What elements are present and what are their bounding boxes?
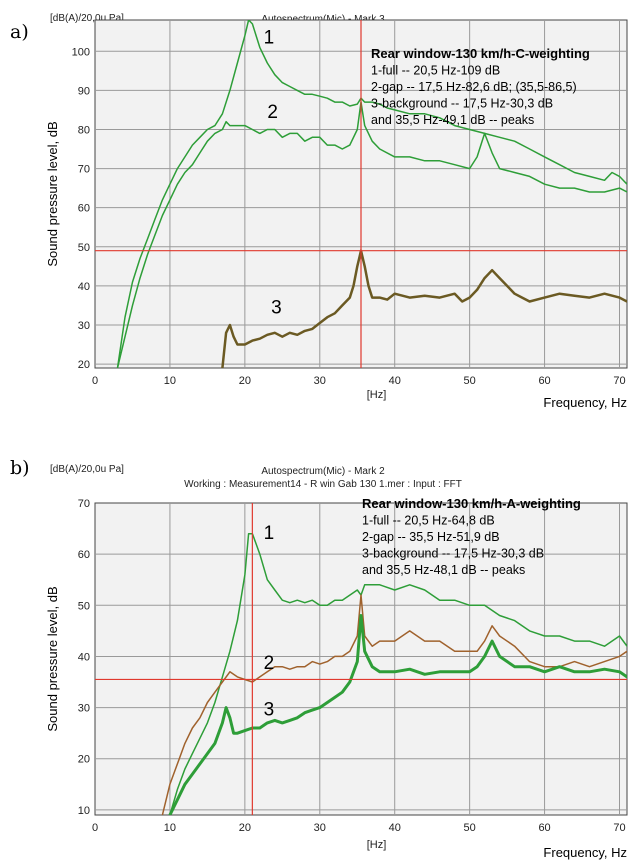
annotation-line: 2-gap -- 17,5 Hz-82,6 dB; (35,5-86,5) (371, 80, 577, 94)
x-tick-label: 20 (239, 822, 251, 834)
x-tick-label: 10 (164, 375, 176, 387)
panel-label: a) (10, 21, 29, 43)
chart-subtitle: Working : Measurement14 - R win Gab 130 … (184, 479, 462, 490)
y-tick-label: 100 (72, 46, 90, 58)
x-tick-label: 50 (464, 822, 476, 834)
x-unit-label: [Hz] (367, 839, 387, 851)
y-tick-label: 90 (78, 85, 90, 97)
curve-number-label: 2 (264, 653, 275, 674)
chart-panel-a: a)[dB(A)/20,0u Pa]Autospectrum(Mic) - Ma… (10, 13, 628, 410)
annotation-line: 3-background -- 17,5 Hz-30,3 dB (362, 547, 544, 561)
grid-lines (95, 503, 627, 815)
x-tick-label: 70 (613, 822, 625, 834)
x-tick-label: 70 (613, 375, 625, 387)
x-tick-label: 0 (92, 375, 98, 387)
y-tick-label: 40 (78, 281, 90, 293)
annotation-line: and 35,5 Hz-48,1 dB -- peaks (362, 563, 525, 577)
x-tick-label: 30 (314, 822, 326, 834)
y-tick-label: 30 (78, 320, 90, 332)
x-tick-label: 10 (164, 822, 176, 834)
chart-title: Autospectrum(Mic) - Mark 2 (261, 466, 385, 477)
x-tick-label: 0 (92, 822, 98, 834)
y-tick-label: 40 (78, 651, 90, 663)
y-tick-label: 10 (78, 805, 90, 817)
x-axis-label: Frequency, Hz (543, 845, 627, 860)
x-tick-label: 50 (464, 375, 476, 387)
y-tick-label: 30 (78, 703, 90, 715)
curve-number-label: 3 (271, 297, 282, 318)
annotation-line: 1-full -- 20,5 Hz-109 dB (371, 64, 500, 78)
x-tick-label: 40 (389, 375, 401, 387)
curve-number-label: 1 (264, 523, 275, 544)
series-line-1 (116, 20, 627, 368)
annotation-line: 3-background -- 17,5 Hz-30,3 dB (371, 97, 553, 111)
y-tick-label: 50 (78, 600, 90, 612)
y-axis-label: Sound pressure level, dB (45, 121, 60, 266)
y-tick-label: 20 (78, 754, 90, 766)
x-tick-label: 60 (538, 375, 550, 387)
series-line-2 (116, 101, 627, 368)
y-tick-label: 70 (78, 164, 90, 176)
chart-panel-b: b) [dB(A)/20,0u Pa] Autospectrum(Mic) - Ma… (10, 457, 628, 860)
y-tick-label: 50 (78, 242, 90, 254)
plot-area (94, 502, 628, 816)
y-tick-label: 60 (78, 203, 90, 215)
series-line-2 (161, 594, 627, 815)
unit-header: [dB(A)/20,0u Pa] (50, 13, 124, 24)
annotation-line: 1-full -- 20,5 Hz-64,8 dB (362, 514, 495, 528)
series-line-3 (168, 614, 627, 815)
curve-number-label: 3 (264, 699, 275, 720)
x-tick-label: 60 (538, 822, 550, 834)
series-line-3 (221, 249, 627, 368)
y-tick-label: 80 (78, 124, 90, 136)
unit-header: [dB(A)/20,0u Pa] (50, 464, 124, 475)
annotation-title: Rear window-130 km/h-A-weighting (362, 496, 581, 511)
y-tick-label: 70 (78, 498, 90, 510)
curve-number-label: 1 (264, 27, 275, 48)
x-unit-label: [Hz] (367, 389, 387, 401)
x-tick-label: 40 (389, 822, 401, 834)
y-axis-label: Sound pressure level, dB (45, 586, 60, 731)
curve-number-label: 2 (267, 102, 278, 123)
x-tick-label: 20 (239, 375, 251, 387)
series-line-1 (169, 532, 627, 815)
x-axis-label: Frequency, Hz (543, 395, 627, 410)
annotation-line: 2-gap -- 35,5 Hz-51,9 dB (362, 530, 500, 544)
y-tick-label: 20 (78, 359, 90, 371)
x-tick-label: 30 (314, 375, 326, 387)
data-region (95, 20, 627, 368)
data-region (95, 503, 627, 815)
annotation-line: and 35,5 Hz-49,1 dB -- peaks (371, 113, 534, 127)
annotation-title: Rear window-130 km/h-C-weighting (371, 46, 590, 61)
panel-label: b) (10, 457, 30, 479)
y-tick-label: 60 (78, 549, 90, 561)
